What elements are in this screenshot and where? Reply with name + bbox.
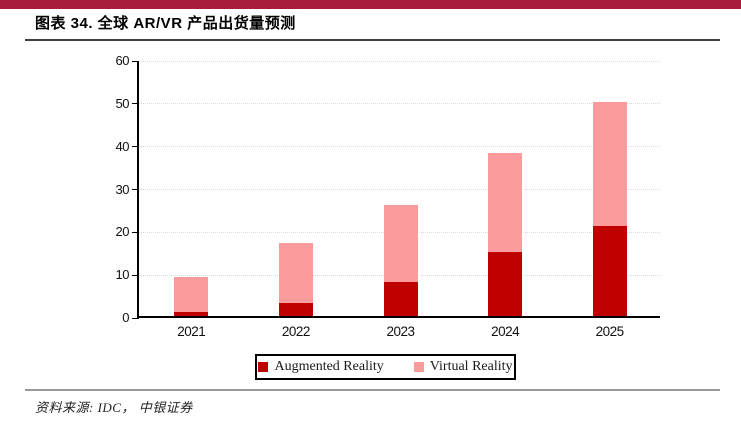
source-note: 资料来源: IDC， 中银证券: [35, 400, 193, 415]
report-header-bar: [0, 0, 741, 9]
y-axis-tick-50: [132, 103, 139, 105]
gridline-60: [139, 60, 660, 62]
bar-segment-2023-ar: [383, 281, 418, 316]
legend: Augmented Reality Virtual Reality: [255, 354, 516, 380]
legend-label: Virtual Reality: [429, 359, 513, 374]
footer-divider: [25, 389, 720, 391]
gridline-30: [139, 189, 660, 190]
y-axis-label-20: 20: [115, 224, 130, 240]
bar-segment-2021-vr: [174, 277, 209, 312]
x-axis-label-2021: 2021: [177, 324, 206, 339]
bar-segment-2025-vr: [592, 101, 627, 227]
x-axis-label-2023: 2023: [386, 324, 415, 339]
bar-segment-2025-ar: [592, 226, 627, 316]
bar-segment-2023-vr: [383, 204, 418, 282]
y-axis-label-60: 60: [115, 53, 130, 68]
y-axis-tick-60: [132, 60, 139, 62]
x-axis-label-2022: 2022: [281, 324, 311, 339]
title-divider: [25, 39, 720, 41]
bar-segment-2021-ar: [174, 311, 209, 316]
plot-area: 0 10 20 30 40 50 60 2021 2022 2023 2024 2025: [116, 53, 660, 339]
legend-label: Augmented Reality: [274, 359, 384, 374]
bar-segment-2024-ar: [488, 251, 523, 316]
bar-segment-2022-ar: [278, 303, 313, 316]
y-axis-label-40: 40: [115, 138, 130, 154]
y-axis-label-10: 10: [115, 267, 130, 283]
x-axis-label-2025: 2025: [595, 324, 625, 339]
y-axis-label-30: 30: [115, 181, 130, 197]
y-axis-label-0: 0: [122, 310, 129, 325]
y-axis-tick-40: [132, 146, 139, 148]
y-axis-tick-20: [132, 231, 139, 233]
legend-swatch-icon: [258, 362, 269, 372]
gridline-50: [139, 103, 660, 105]
legend-swatch-icon: [413, 362, 424, 372]
legend-item-virtual-reality: Virtual Reality: [413, 359, 513, 375]
y-axis-tick-0: [132, 317, 139, 319]
figure-title: 图表 34. 全球 AR/VR 产品出货量预测: [35, 15, 296, 32]
bar-segment-2022-vr: [278, 243, 313, 304]
gridline-40: [139, 146, 660, 148]
y-axis-label-50: 50: [115, 95, 130, 111]
y-axis-tick-30: [132, 189, 139, 190]
y-axis-tick-10: [132, 274, 139, 276]
bar-segment-2024-vr: [488, 153, 523, 252]
legend-item-augmented-reality: Augmented Reality: [258, 359, 384, 375]
x-axis-label-2024: 2024: [491, 324, 520, 339]
